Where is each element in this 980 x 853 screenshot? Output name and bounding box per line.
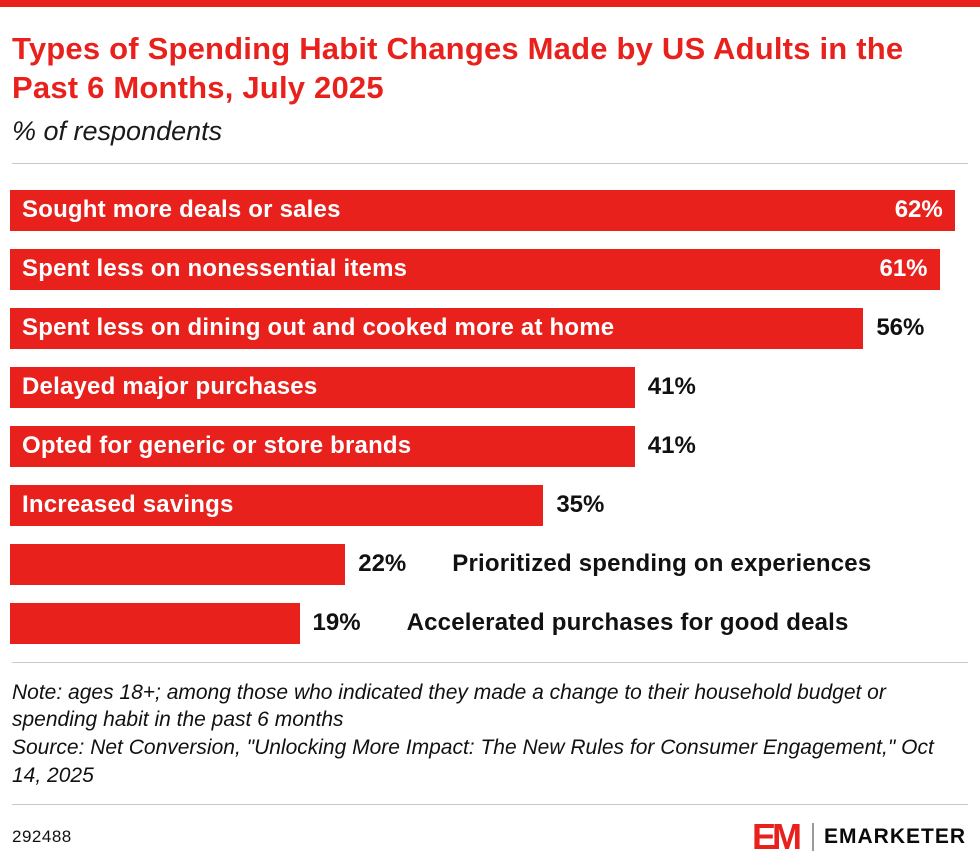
bar-row: 19% Accelerated purchases for good deals: [10, 602, 970, 644]
bar-value: 62%: [894, 196, 943, 224]
chart-header: Types of Spending Habit Changes Made by …: [0, 7, 980, 147]
bar-value: 41%: [647, 373, 696, 401]
bar-row: 22% Prioritized spending on experiences: [10, 543, 970, 585]
bar-value: 56%: [876, 314, 925, 342]
bar-value: 22%: [358, 550, 407, 578]
bar-label: Spent less on nonessential items: [22, 255, 408, 283]
bar-label: Delayed major purchases: [22, 373, 318, 401]
bar-label: Accelerated purchases for good deals: [406, 609, 849, 637]
header-divider: [12, 162, 968, 164]
bar-segment: Sought more deals or sales 62%: [10, 189, 955, 231]
bar-value: 19%: [312, 609, 361, 637]
note-text: Note: ages 18+; among those who indicate…: [12, 680, 886, 732]
bar-segment: Spent less on dining out and cooked more…: [10, 307, 864, 349]
top-accent-bar: [0, 0, 980, 7]
bar-label: Opted for generic or store brands: [22, 432, 412, 460]
bar-label: Prioritized spending on experiences: [452, 550, 872, 578]
footer: 292488 EM EMARKETER: [0, 805, 980, 853]
bar-value: 41%: [647, 432, 696, 460]
chart-title: Types of Spending Habit Changes Made by …: [12, 31, 904, 106]
bar-segment: [10, 543, 346, 585]
bar-label: Increased savings: [22, 491, 234, 519]
bar-value: 61%: [879, 255, 928, 283]
bar-row: Spent less on dining out and cooked more…: [10, 307, 970, 349]
bar-segment: Delayed major purchases: [10, 366, 635, 408]
footnotes: Note: ages 18+; among those who indicate…: [0, 663, 980, 790]
chart-id: 292488: [12, 826, 72, 846]
bar-row: Delayed major purchases 41%: [10, 366, 970, 408]
bar-label: Spent less on dining out and cooked more…: [22, 314, 615, 342]
bar-segment: Opted for generic or store brands: [10, 425, 635, 467]
logo-divider: [811, 822, 814, 851]
chart-subtitle: % of respondents: [12, 115, 223, 146]
emarketer-wordmark: EMARKETER: [823, 824, 966, 848]
chart-divider: [12, 661, 968, 663]
source-text: Source: Net Conversion, "Unlocking More …: [12, 736, 934, 787]
bar-label: Sought more deals or sales: [22, 196, 341, 224]
bar-row: Sought more deals or sales 62%: [10, 189, 970, 231]
bar-segment: Increased savings: [10, 484, 544, 526]
bar-chart: Sought more deals or sales 62% Spent less …: [0, 164, 980, 644]
bar-row: Opted for generic or store brands 41%: [10, 425, 970, 467]
em-logo-icon: EM: [751, 815, 802, 853]
emarketer-logo: EM EMARKETER: [751, 815, 966, 853]
bar-row: Spent less on nonessential items 61%: [10, 248, 970, 290]
bar-segment: [10, 602, 300, 644]
footer-divider: [12, 803, 968, 805]
bar-segment: Spent less on nonessential items 61%: [10, 248, 940, 290]
bar-value: 35%: [556, 491, 605, 519]
bar-row: Increased savings 35%: [10, 484, 970, 526]
